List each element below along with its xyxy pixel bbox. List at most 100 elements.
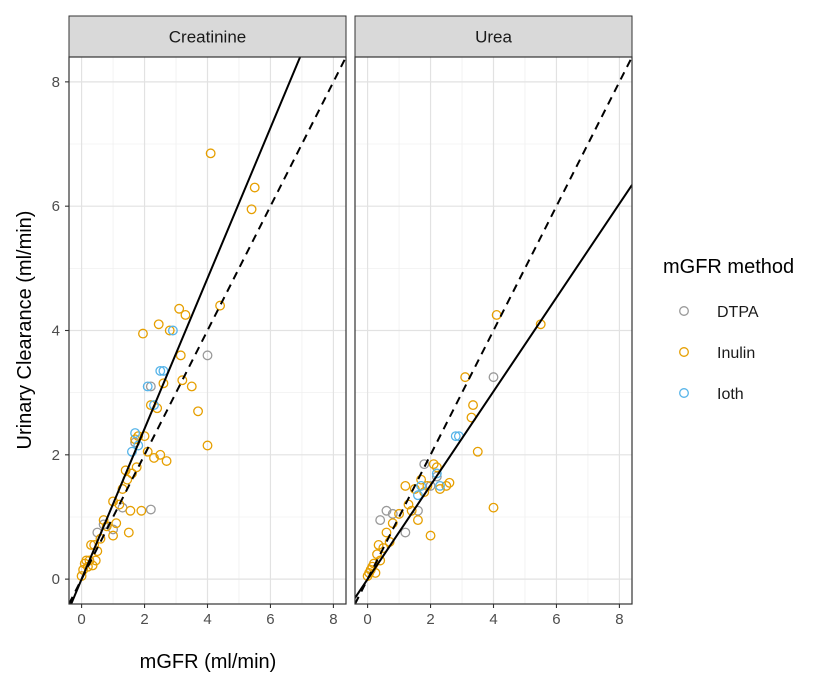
x-axis-ticks: 0 2 4 6 8 xyxy=(77,604,338,628)
point-dtpa xyxy=(108,524,119,535)
x-tick-label: 2 xyxy=(140,611,148,628)
fit-line xyxy=(70,57,302,604)
x-tick-label: 2 xyxy=(426,611,434,628)
point-ioth xyxy=(127,446,137,457)
legend-key-dtpa xyxy=(679,306,689,316)
point-inulin xyxy=(441,480,452,491)
point-dtpa xyxy=(431,471,442,482)
point-dtpa xyxy=(488,372,499,383)
x-tick-label: 0 xyxy=(363,611,371,628)
point-inulin xyxy=(133,431,144,442)
point-inulin xyxy=(114,499,125,510)
legend-label-dtpa: DTPA xyxy=(717,304,759,321)
y-tick-label: 8 xyxy=(52,74,60,91)
facet-panels: Creatinine 0 2 4 6 8 0 2 4 6 8 Urea 0 2 4 6 8 xyxy=(52,15,633,628)
point-ioth xyxy=(149,400,159,411)
point-inulin xyxy=(138,328,148,339)
point-inulin xyxy=(205,148,216,159)
point-dtpa xyxy=(400,527,411,538)
point-inulin xyxy=(246,204,257,215)
point-inulin xyxy=(136,505,147,516)
reference-lines xyxy=(355,57,632,604)
x-tick-label: 6 xyxy=(266,611,274,628)
point-inulin xyxy=(249,182,260,193)
point-inulin xyxy=(131,462,142,473)
point-inulin xyxy=(431,462,442,473)
point-inulin xyxy=(435,484,445,494)
panel-urea: Urea 0 2 4 6 8 xyxy=(354,15,633,628)
facet-strip xyxy=(68,15,347,58)
point-inulin xyxy=(372,549,382,560)
point-inulin xyxy=(394,508,405,519)
point-inulin xyxy=(158,378,169,389)
point-dtpa xyxy=(145,504,156,515)
identity-line xyxy=(69,57,346,604)
point-inulin xyxy=(108,530,119,541)
point-ioth xyxy=(431,468,442,479)
point-inulin xyxy=(125,505,136,516)
point-inulin xyxy=(155,449,166,460)
point-inulin xyxy=(193,406,204,417)
y-axis-title: Urinary Clearance (ml/min) xyxy=(14,211,36,450)
grid-lines xyxy=(355,57,632,604)
point-inulin xyxy=(149,452,159,463)
point-inulin xyxy=(180,310,191,320)
point-dtpa xyxy=(375,515,386,526)
point-dtpa xyxy=(381,505,392,516)
data-points xyxy=(362,310,546,581)
point-inulin xyxy=(161,456,172,466)
y-tick-label: 2 xyxy=(52,447,60,464)
reference-lines xyxy=(69,57,346,604)
legend-title: mGFR method xyxy=(663,256,794,278)
point-inulin xyxy=(468,400,478,411)
point-inulin xyxy=(177,375,188,386)
x-tick-label: 0 xyxy=(77,611,85,628)
point-inulin xyxy=(123,527,134,538)
x-tick-label: 8 xyxy=(329,611,337,628)
x-tick-label: 4 xyxy=(489,611,497,628)
point-inulin xyxy=(202,440,213,451)
point-ioth xyxy=(435,480,445,491)
x-tick-label: 8 xyxy=(615,611,623,628)
point-inulin xyxy=(215,300,226,311)
legend-key-ioth xyxy=(679,388,689,398)
point-inulin xyxy=(400,480,411,491)
point-inulin xyxy=(488,502,499,513)
point-ioth xyxy=(416,480,427,491)
legend-items: DTPA Inulin Ioth xyxy=(679,304,759,403)
point-inulin xyxy=(175,350,186,361)
y-tick-label: 4 xyxy=(52,323,60,340)
point-inulin xyxy=(111,518,122,529)
point-ioth xyxy=(167,325,178,336)
point-inulin xyxy=(444,477,455,488)
point-inulin xyxy=(101,521,112,532)
x-axis-ticks: 0 2 4 6 8 xyxy=(363,604,624,628)
y-tick-label: 6 xyxy=(52,198,60,215)
grid-lines xyxy=(69,57,346,604)
facet-strip xyxy=(354,15,633,58)
point-ioth xyxy=(142,381,153,392)
legend-label-inulin: Inulin xyxy=(717,345,755,362)
point-dtpa xyxy=(425,480,436,491)
point-ioth xyxy=(450,431,461,442)
point-inulin xyxy=(186,381,197,392)
point-inulin xyxy=(425,530,436,541)
identity-line xyxy=(355,57,632,604)
point-dtpa xyxy=(202,350,213,361)
point-ioth xyxy=(155,365,166,376)
fit-line xyxy=(355,184,632,599)
point-inulin xyxy=(174,303,185,314)
facet-strip-label: Urea xyxy=(475,28,512,47)
point-inulin xyxy=(375,555,386,566)
legend-key-inulin xyxy=(679,347,689,357)
y-tick-label: 0 xyxy=(52,571,60,588)
point-inulin xyxy=(472,446,483,457)
panel-creatinine: Creatinine 0 2 4 6 8 0 2 4 6 8 xyxy=(52,15,347,628)
point-inulin xyxy=(153,319,164,330)
data-points xyxy=(76,148,260,581)
point-dtpa xyxy=(145,381,156,392)
point-dtpa xyxy=(387,508,398,519)
point-inulin xyxy=(413,515,423,526)
point-inulin xyxy=(428,459,439,470)
